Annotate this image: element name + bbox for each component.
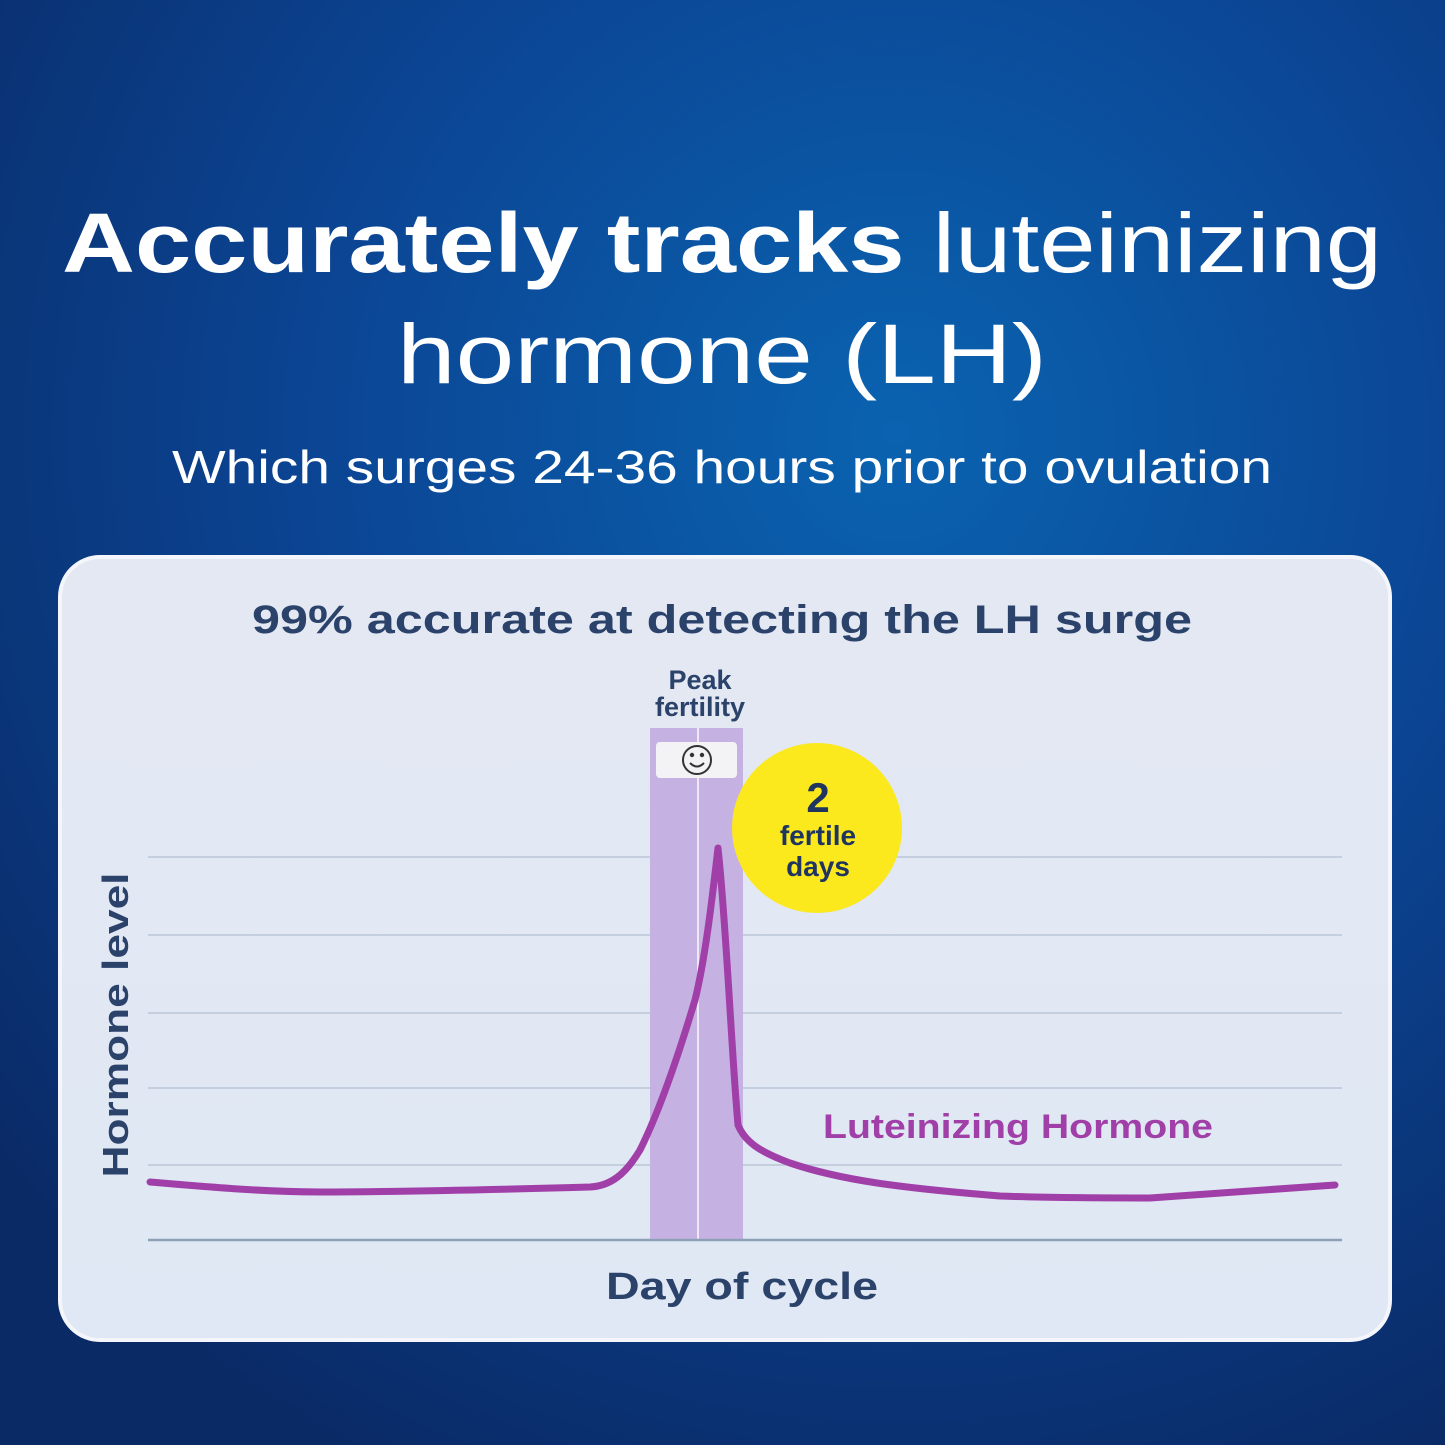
badge-text: days <box>786 851 850 882</box>
title-line-1: Accurately tracks luteinizing <box>62 196 1382 290</box>
curve-label: Luteinizing Hormone <box>823 1108 1213 1146</box>
y-axis-label: Hormone level <box>95 873 136 1178</box>
title-bold: Accurately tracks <box>62 196 905 290</box>
title-line-2: hormone (LH) <box>397 307 1047 401</box>
smiley-icon <box>682 745 712 775</box>
badge-number: 2 <box>806 774 829 821</box>
lh-curve <box>146 844 1339 1202</box>
x-axis-label: Day of cycle <box>606 1266 878 1308</box>
smiley-box <box>656 742 737 778</box>
peak-label: fertility <box>655 692 745 722</box>
subtitle: Which surges 24-36 hours prior to ovulat… <box>172 441 1272 493</box>
badge-text: fertile <box>780 820 856 851</box>
fertile-band <box>650 728 697 1240</box>
title-regular: luteinizing <box>933 196 1382 290</box>
card-title: 99% accurate at detecting the LH surge <box>252 598 1192 642</box>
fertile-days-badge <box>732 743 902 913</box>
peak-label: Peak <box>668 665 732 695</box>
